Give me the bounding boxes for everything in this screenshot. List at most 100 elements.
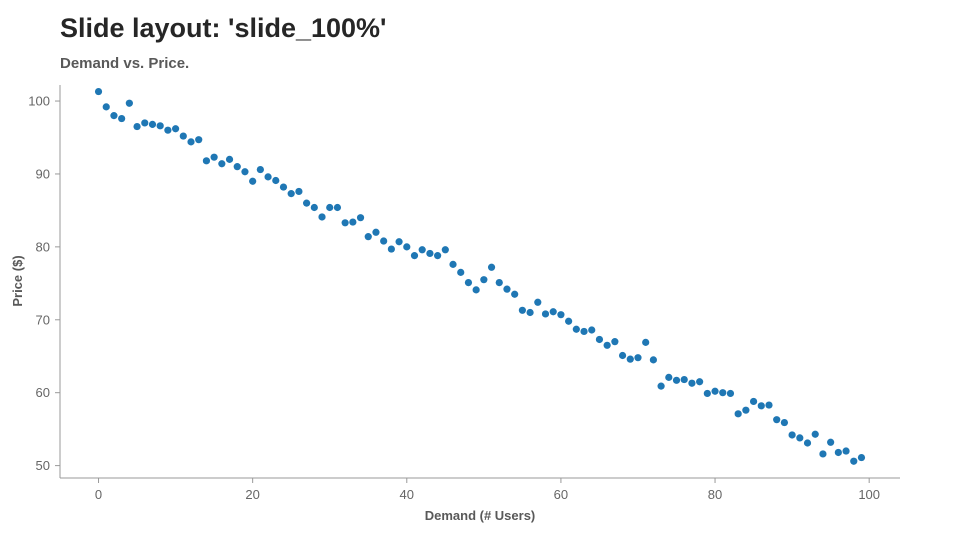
data-point <box>549 308 557 316</box>
data-point <box>680 375 688 384</box>
data-point <box>726 389 735 398</box>
data-point <box>441 246 449 254</box>
data-point <box>303 199 311 207</box>
data-point <box>788 431 796 439</box>
data-point <box>526 308 534 317</box>
data-point <box>588 326 596 334</box>
data-point <box>387 245 395 253</box>
data-point <box>773 416 781 424</box>
data-point <box>133 122 141 131</box>
data-point <box>179 132 187 140</box>
y-tick-label: 60 <box>36 385 50 400</box>
data-point <box>356 214 365 222</box>
y-axis-title: Price ($) <box>10 255 25 306</box>
data-point <box>719 389 727 397</box>
data-point <box>318 213 326 221</box>
data-point <box>518 306 526 314</box>
y-tick-label: 80 <box>36 239 50 254</box>
data-point <box>711 387 719 395</box>
x-tick-label: 60 <box>554 487 568 502</box>
y-tick-label: 90 <box>36 166 50 181</box>
data-point <box>780 418 789 427</box>
data-point <box>449 260 457 268</box>
data-point <box>742 406 750 414</box>
data-point <box>703 389 711 398</box>
data-point <box>395 238 403 246</box>
x-tick-label: 20 <box>245 487 259 502</box>
data-point <box>796 434 804 442</box>
data-point <box>642 338 650 346</box>
data-point <box>611 338 619 346</box>
data-point <box>233 163 241 171</box>
data-point <box>503 285 511 293</box>
data-point <box>326 203 334 212</box>
data-point <box>672 376 681 384</box>
data-point <box>696 378 704 386</box>
data-point <box>657 382 665 390</box>
data-point <box>225 155 234 163</box>
data-point <box>410 252 419 260</box>
data-point <box>341 219 349 227</box>
data-points <box>94 87 866 465</box>
data-point <box>495 278 503 287</box>
data-point <box>403 243 411 251</box>
x-tick-label: 0 <box>95 487 102 502</box>
data-point <box>557 311 565 319</box>
data-point <box>364 233 372 241</box>
y-tick-label: 100 <box>28 94 50 109</box>
data-point <box>380 237 388 245</box>
data-point <box>803 439 812 447</box>
data-point <box>511 290 519 298</box>
data-point <box>464 278 473 287</box>
data-point <box>272 176 280 185</box>
data-point <box>457 268 465 276</box>
y-tick-label: 70 <box>36 312 50 327</box>
data-point <box>580 327 588 336</box>
data-point <box>565 317 573 325</box>
data-point <box>480 276 488 284</box>
data-point <box>572 325 580 333</box>
data-point <box>141 119 149 127</box>
data-point <box>857 453 866 462</box>
data-point <box>434 252 442 260</box>
data-point <box>827 438 835 446</box>
data-point <box>210 153 218 161</box>
data-point <box>534 298 542 306</box>
data-point <box>426 249 434 258</box>
data-point <box>850 457 858 465</box>
data-point <box>603 341 611 349</box>
data-point <box>688 379 696 387</box>
data-point <box>110 112 118 120</box>
data-point <box>372 228 380 236</box>
x-axis-title: Demand (# Users) <box>425 508 536 523</box>
data-point <box>734 410 742 418</box>
data-point <box>487 263 496 271</box>
data-point <box>256 165 264 174</box>
data-point <box>125 99 133 107</box>
chart-title: Demand vs. Price. <box>60 55 190 72</box>
data-point <box>279 183 288 191</box>
data-point <box>102 103 110 111</box>
data-point <box>333 203 342 212</box>
page-title: Slide layout: 'slide_100%' <box>60 13 387 43</box>
chart-axes: 0 20 40 60 80 100 50 60 70 80 90 100 <box>28 85 900 502</box>
data-point <box>156 122 164 130</box>
data-point <box>94 87 103 96</box>
data-point <box>171 125 180 133</box>
data-point <box>418 246 426 254</box>
data-point <box>195 136 203 144</box>
data-point <box>834 448 842 457</box>
x-tick-label: 40 <box>400 487 414 502</box>
data-point <box>310 203 318 212</box>
data-point <box>649 356 657 364</box>
data-point <box>749 397 758 406</box>
data-point <box>264 173 272 181</box>
data-point <box>295 187 303 196</box>
data-point <box>541 310 550 318</box>
data-point <box>618 351 627 360</box>
data-point <box>187 138 195 146</box>
data-point <box>665 373 673 381</box>
data-point <box>349 218 357 226</box>
data-point <box>819 450 827 458</box>
